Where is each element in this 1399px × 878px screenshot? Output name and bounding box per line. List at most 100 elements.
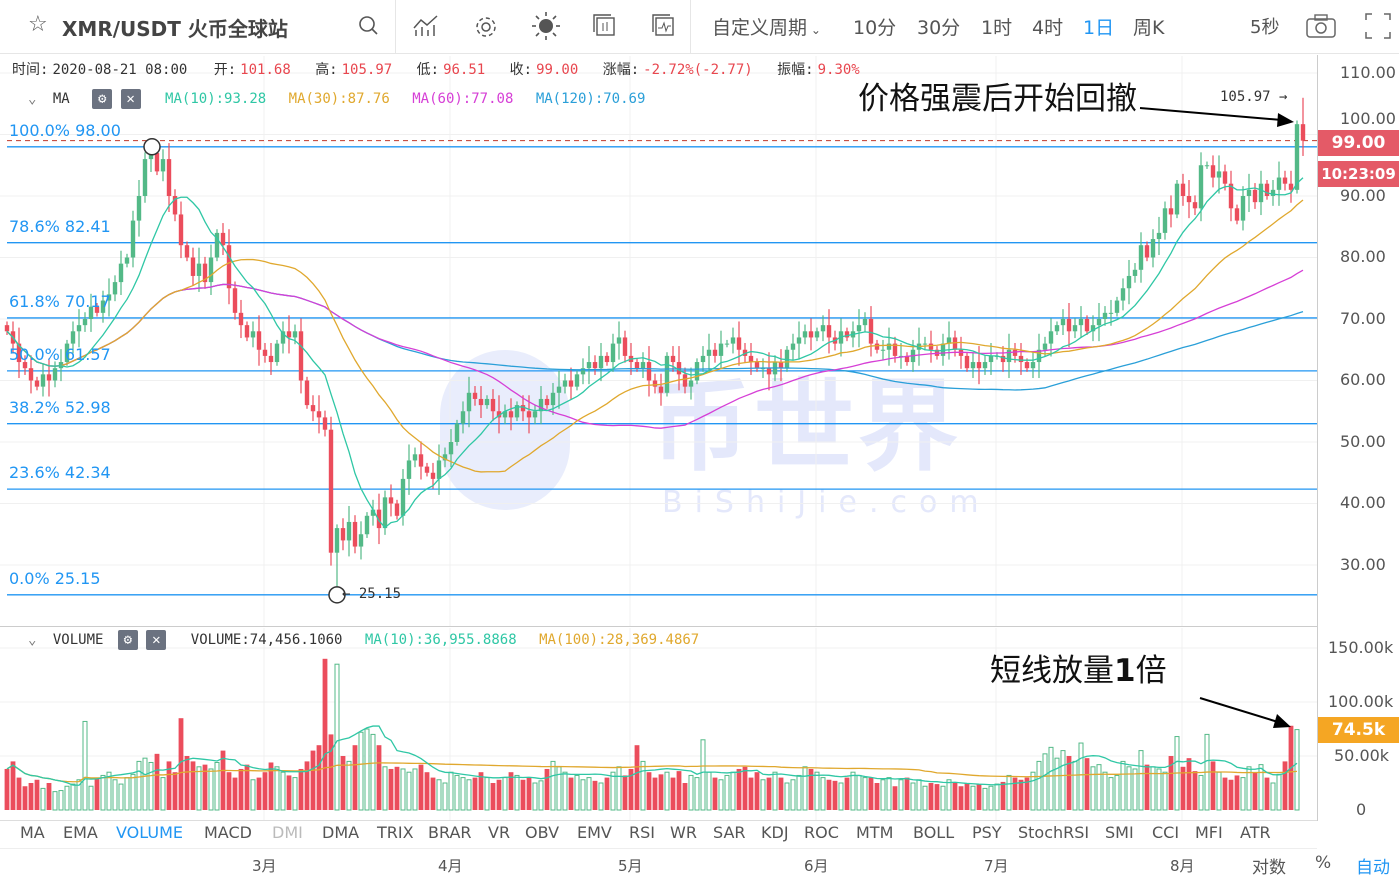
volume-bar (598, 782, 604, 811)
candle-body (520, 405, 526, 412)
volume-settings-icon[interactable]: ⚙ (117, 630, 138, 650)
volume-bar (760, 779, 766, 811)
indicator-icon[interactable] (412, 14, 440, 38)
indicator-tab-rsi[interactable]: RSI (629, 823, 655, 842)
indicator-tab-macd[interactable]: MACD (204, 823, 252, 842)
volume-ma100-line (6, 762, 1298, 783)
price-chart[interactable] (0, 56, 1317, 626)
volume-bar (928, 783, 934, 810)
indicator-tab-wr[interactable]: WR (670, 823, 697, 842)
volume-bar (1096, 764, 1102, 811)
indicator-tab-sar[interactable]: SAR (713, 823, 746, 842)
indicator-tab-ema[interactable]: EMA (63, 823, 98, 842)
log-scale-toggle[interactable]: 对数 (1252, 858, 1286, 878)
volume-bar (1060, 750, 1066, 811)
indicator-tab-dma[interactable]: DMA (322, 823, 360, 842)
fib-label: 78.6% 82.41 (9, 217, 111, 236)
camera-icon[interactable] (1305, 13, 1337, 39)
candle-body (238, 312, 244, 326)
amplitude-value: 9.30% (817, 62, 860, 78)
candle-body (418, 454, 424, 467)
collapse-chevron-icon[interactable]: ⌄ (28, 91, 37, 107)
indicator-tab-mtm[interactable]: MTM (856, 823, 894, 842)
collapse-chevron-icon[interactable]: ⌄ (28, 632, 37, 648)
volume-bar (1186, 758, 1192, 810)
candle-body (592, 362, 598, 369)
fib-anchor-low (328, 586, 346, 604)
indicator-tab-kdj[interactable]: KDJ (761, 823, 789, 842)
period-4h[interactable]: 4时 (1032, 17, 1064, 39)
candle-body (88, 306, 94, 319)
volume-bar (976, 784, 982, 810)
fib-label: 61.8% 70.17 (9, 292, 111, 311)
period-week[interactable]: 周K (1133, 17, 1165, 39)
ma120-value: MA(120):70.69 (535, 91, 646, 107)
volume-bar (964, 783, 970, 810)
candle-body (388, 497, 394, 504)
period-10m[interactable]: 10分 (853, 17, 897, 39)
volume-close-icon[interactable]: ✕ (146, 630, 167, 650)
candle-body (1222, 171, 1228, 184)
indicator-tab-stochrsi[interactable]: StochRSI (1018, 823, 1090, 842)
auto-scale-toggle[interactable]: 自动 (1356, 858, 1390, 878)
indicator-tab-cci[interactable]: CCI (1152, 823, 1180, 842)
pane-divider[interactable] (0, 626, 1317, 627)
candle-body (292, 331, 298, 338)
indicator-tab-dmi[interactable]: DMI (272, 823, 303, 842)
indicator-tab-smi[interactable]: SMI (1105, 823, 1134, 842)
volume-bar (358, 731, 364, 811)
volume-bar (394, 766, 400, 810)
ma-settings-icon[interactable]: ⚙ (92, 89, 113, 109)
candle-body (610, 343, 616, 363)
layout-icon[interactable] (593, 14, 617, 38)
refresh-interval[interactable]: 5秒 (1250, 17, 1280, 38)
period-30m[interactable]: 30分 (917, 17, 961, 39)
candle-body (688, 380, 694, 387)
volume-bar (1156, 768, 1162, 811)
fullscreen-icon[interactable] (1365, 13, 1391, 39)
indicator-tab-roc[interactable]: ROC (804, 823, 839, 842)
candle-body (670, 355, 676, 363)
period-1h[interactable]: 1时 (981, 17, 1013, 39)
candle-body (802, 331, 808, 338)
candle-body (502, 411, 508, 418)
volume-bar (670, 777, 676, 810)
volume-bar (70, 783, 76, 811)
settings-icon[interactable] (473, 14, 499, 40)
indicator-tab-obv[interactable]: OBV (525, 823, 560, 842)
percent-scale-toggle[interactable]: % (1315, 853, 1332, 873)
volume-bar (592, 780, 598, 810)
period-1d[interactable]: 1日 (1083, 17, 1115, 39)
indicator-tab-mfi[interactable]: MFI (1195, 823, 1223, 842)
ma60-line (6, 269, 1304, 429)
high-value: 105.97 (341, 62, 393, 78)
indicator-tab-vr[interactable]: VR (488, 823, 511, 842)
star-icon[interactable]: ☆ (28, 12, 48, 37)
volume-bar (514, 774, 520, 811)
candle-body (976, 362, 982, 369)
candle-body (874, 343, 880, 350)
indicator-tab-brar[interactable]: BRAR (428, 823, 472, 842)
indicator-tab-ma[interactable]: MA (20, 823, 45, 842)
ma-close-icon[interactable]: ✕ (120, 89, 141, 109)
volume-chart[interactable] (0, 628, 1317, 820)
volume-bar (916, 779, 922, 811)
indicator-tab-emv[interactable]: EMV (577, 823, 612, 842)
indicator-tab-boll[interactable]: BOLL (913, 823, 955, 842)
volume-bar (280, 771, 286, 811)
indicator-tab-atr[interactable]: ATR (1240, 823, 1271, 842)
custom-period-dropdown[interactable]: 自定义周期 ⌄ (712, 13, 821, 40)
candle-body (886, 343, 892, 350)
candle-body (586, 362, 592, 369)
volume-bar (1030, 771, 1036, 811)
indicator-tab-volume[interactable]: VOLUME (116, 823, 183, 842)
indicator-tab-psy[interactable]: PSY (972, 823, 1002, 842)
volume-bar (970, 785, 976, 811)
indicator-tab-trix[interactable]: TRIX (377, 823, 414, 842)
chart-type-icon[interactable] (652, 14, 676, 38)
candle-body (466, 392, 472, 412)
candle-body (172, 196, 178, 215)
search-icon[interactable] (358, 15, 380, 37)
theme-icon[interactable] (531, 11, 561, 41)
volume-bar (1012, 777, 1018, 810)
